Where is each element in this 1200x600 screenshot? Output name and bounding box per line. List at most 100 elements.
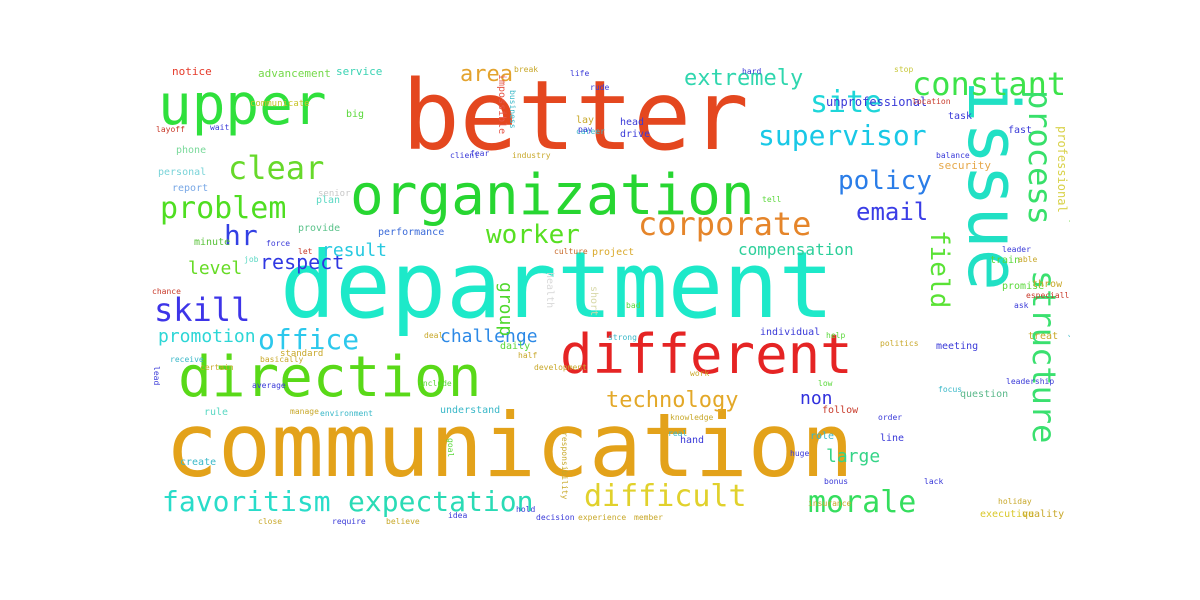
cloud-word: leadership xyxy=(1006,377,1055,386)
cloud-word: task xyxy=(948,111,973,122)
cloud-word: difficult xyxy=(584,479,747,514)
cloud-word: industry xyxy=(512,151,551,160)
cloud-word: wait xyxy=(210,123,230,132)
cloud-word: supervisor xyxy=(758,119,927,152)
cloud-word: question xyxy=(960,389,1009,400)
cloud-word: holiday xyxy=(998,497,1032,506)
cloud-word: big xyxy=(346,109,365,120)
cloud-word: health xyxy=(544,272,555,309)
cloud-word: respect xyxy=(260,250,345,274)
cloud-word: fast xyxy=(1008,125,1033,136)
cloud-word: quality xyxy=(1022,509,1065,520)
cloud-word: impossible xyxy=(496,74,507,135)
cloud-word: require xyxy=(332,517,366,526)
cloud-word: role xyxy=(810,431,835,442)
cloud-word: communicate xyxy=(250,99,310,109)
cloud-word: project xyxy=(592,247,635,258)
cloud-word: short xyxy=(588,286,599,317)
cloud-word: real xyxy=(668,429,688,438)
cloud-word: technology xyxy=(606,388,739,413)
cloud-word: knowledge xyxy=(670,413,714,422)
cloud-word: include xyxy=(418,379,452,388)
cloud-word: compensation xyxy=(738,240,854,259)
cloud-word: problem xyxy=(160,191,287,226)
cloud-word: skill xyxy=(154,291,251,329)
cloud-word: favoritism xyxy=(162,485,331,518)
cloud-word: process xyxy=(1021,90,1059,225)
cloud-word: head xyxy=(620,117,645,128)
cloud-word: ask xyxy=(1014,301,1029,310)
cloud-word: deal xyxy=(424,331,444,340)
cloud-word: business xyxy=(508,90,517,129)
cloud-word: hard xyxy=(742,67,762,76)
cloud-word: advancement xyxy=(258,67,331,80)
cloud-word: manage xyxy=(290,407,319,416)
cloud-word: direction xyxy=(178,345,482,410)
cloud-word: location xyxy=(912,97,951,106)
cloud-word: daily xyxy=(500,341,531,352)
cloud-word: result xyxy=(322,240,388,261)
cloud-word: family xyxy=(1068,310,1070,339)
cloud-word: level xyxy=(188,258,243,279)
cloud-word: goal xyxy=(446,438,455,458)
cloud-word: believe xyxy=(386,517,420,526)
cloud-word: follow xyxy=(822,405,859,416)
cloud-word: half xyxy=(518,351,538,360)
cloud-word: phone xyxy=(176,145,207,156)
cloud-word: service xyxy=(336,65,383,78)
cloud-word: huge xyxy=(790,449,810,458)
cloud-word: provide xyxy=(298,223,341,234)
cloud-word: promotion xyxy=(158,326,256,347)
cloud-word: group xyxy=(495,282,516,337)
cloud-word: corporate xyxy=(638,205,812,243)
cloud-word: lead xyxy=(152,366,161,386)
cloud-word: organization xyxy=(350,163,755,228)
cloud-word: site xyxy=(810,85,883,120)
cloud-word: low xyxy=(818,379,833,388)
cloud-word: break xyxy=(514,65,539,74)
cloud-word: structure xyxy=(1025,270,1063,444)
cloud-word: receive xyxy=(170,355,204,364)
cloud-word: able xyxy=(1018,255,1038,264)
cloud-word: decision xyxy=(536,513,575,522)
cloud-word: performance xyxy=(378,227,445,238)
cloud-word: upper xyxy=(158,73,327,138)
cloud-word: executive xyxy=(980,509,1035,520)
cloud-word: culture xyxy=(554,247,588,256)
cloud-word: life xyxy=(570,69,590,78)
cloud-word: individual xyxy=(760,327,821,338)
cloud-word: job xyxy=(244,255,259,264)
cloud-word: constant xyxy=(912,65,1067,103)
cloud-word: hold xyxy=(516,505,536,514)
cloud-word: expectation xyxy=(348,485,534,518)
cloud-word: bad xyxy=(626,301,641,310)
cloud-word: strong xyxy=(608,333,637,342)
cloud-word: throw xyxy=(1032,279,1063,290)
cloud-word: train xyxy=(990,255,1021,266)
cloud-word: client xyxy=(450,151,479,160)
cloud-word: bonus xyxy=(824,477,849,486)
cloud-word: challenge xyxy=(440,326,538,347)
cloud-word: close xyxy=(258,517,283,526)
cloud-word: idea xyxy=(448,511,468,520)
cloud-word: work xyxy=(690,369,710,378)
cloud-word: average xyxy=(252,381,286,390)
cloud-word: hand xyxy=(680,435,705,446)
cloud-word: extremely xyxy=(684,66,804,91)
cloud-word: morale xyxy=(808,485,917,520)
cloud-word: politics xyxy=(880,339,919,348)
cloud-word: better xyxy=(402,60,749,172)
cloud-word: professional xyxy=(1055,126,1069,213)
cloud-word: lack xyxy=(924,477,944,486)
cloud-word: worker xyxy=(486,220,580,250)
cloud-word: notice xyxy=(172,65,212,78)
cloud-word: experience xyxy=(578,513,627,522)
cloud-word: layoff xyxy=(156,125,185,134)
cloud-word: report xyxy=(172,183,209,194)
cloud-word: drive xyxy=(620,129,651,140)
cloud-word: field xyxy=(924,230,954,309)
cloud-word: personal xyxy=(158,167,207,178)
cloud-word: fear xyxy=(470,149,490,158)
cloud-word: lay xyxy=(576,115,595,126)
cloud-word: focus xyxy=(938,385,963,394)
